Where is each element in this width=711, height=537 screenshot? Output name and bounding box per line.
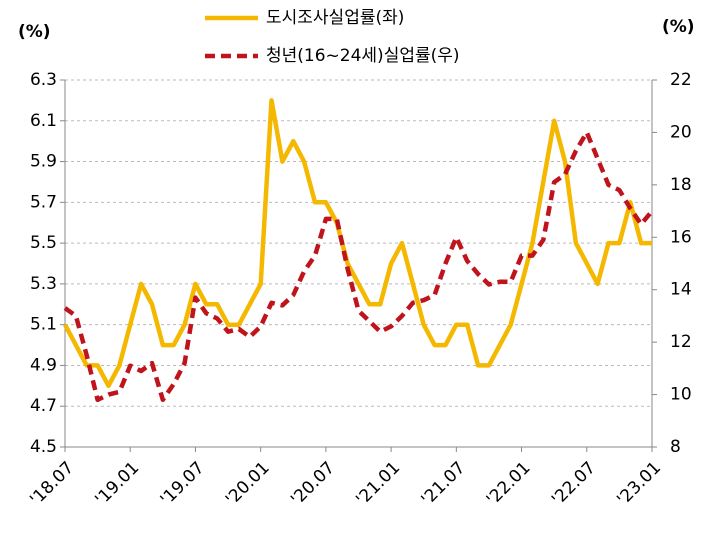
y-tick-label: 5.1: [30, 315, 57, 335]
x-tick-label: '20.07: [287, 458, 339, 510]
y2-tick-label: 18: [670, 175, 692, 195]
x-tick-label: '20.01: [222, 458, 274, 510]
y-tick-label: 4.5: [30, 437, 57, 457]
y-tick-label: 6.3: [30, 70, 57, 90]
x-tick-label: '18.07: [26, 458, 78, 510]
y2-axis-label: (%): [662, 17, 695, 37]
y2-tick-label: 22: [670, 70, 692, 90]
y-tick-label: 6.1: [30, 111, 57, 131]
x-tick-label: '21.01: [352, 458, 404, 510]
x-tick-label: '22.07: [548, 458, 600, 510]
y2-tick-label: 14: [670, 280, 692, 300]
x-tick-label: '23.01: [613, 458, 665, 510]
y-tick-label: 4.9: [30, 355, 57, 375]
data-line: [63, 98, 652, 389]
y-tick-label: 4.7: [30, 396, 57, 416]
legend-label: 청년(16~24세)실업률(우): [266, 46, 460, 66]
data-line: [63, 130, 654, 403]
y2-tick-label: 20: [670, 122, 692, 142]
y-tick-label: 5.7: [30, 192, 57, 212]
y-tick-label: 5.5: [30, 233, 57, 253]
x-tick-label: '21.07: [418, 458, 470, 510]
x-tick-label: '19.07: [157, 458, 209, 510]
y2-tick-label: 12: [670, 332, 692, 352]
y2-tick-label: 10: [670, 385, 692, 405]
y2-tick-label: 8: [670, 437, 681, 457]
y2-tick-label: 16: [670, 227, 692, 247]
x-tick-label: '19.01: [91, 458, 143, 510]
y-axis-label: (%): [18, 22, 51, 42]
y-tick-label: 5.9: [30, 152, 57, 172]
legend-label: 도시조사실업률(좌): [266, 8, 404, 28]
x-tick-label: '22.01: [483, 458, 535, 510]
y-tick-label: 5.3: [30, 274, 57, 294]
